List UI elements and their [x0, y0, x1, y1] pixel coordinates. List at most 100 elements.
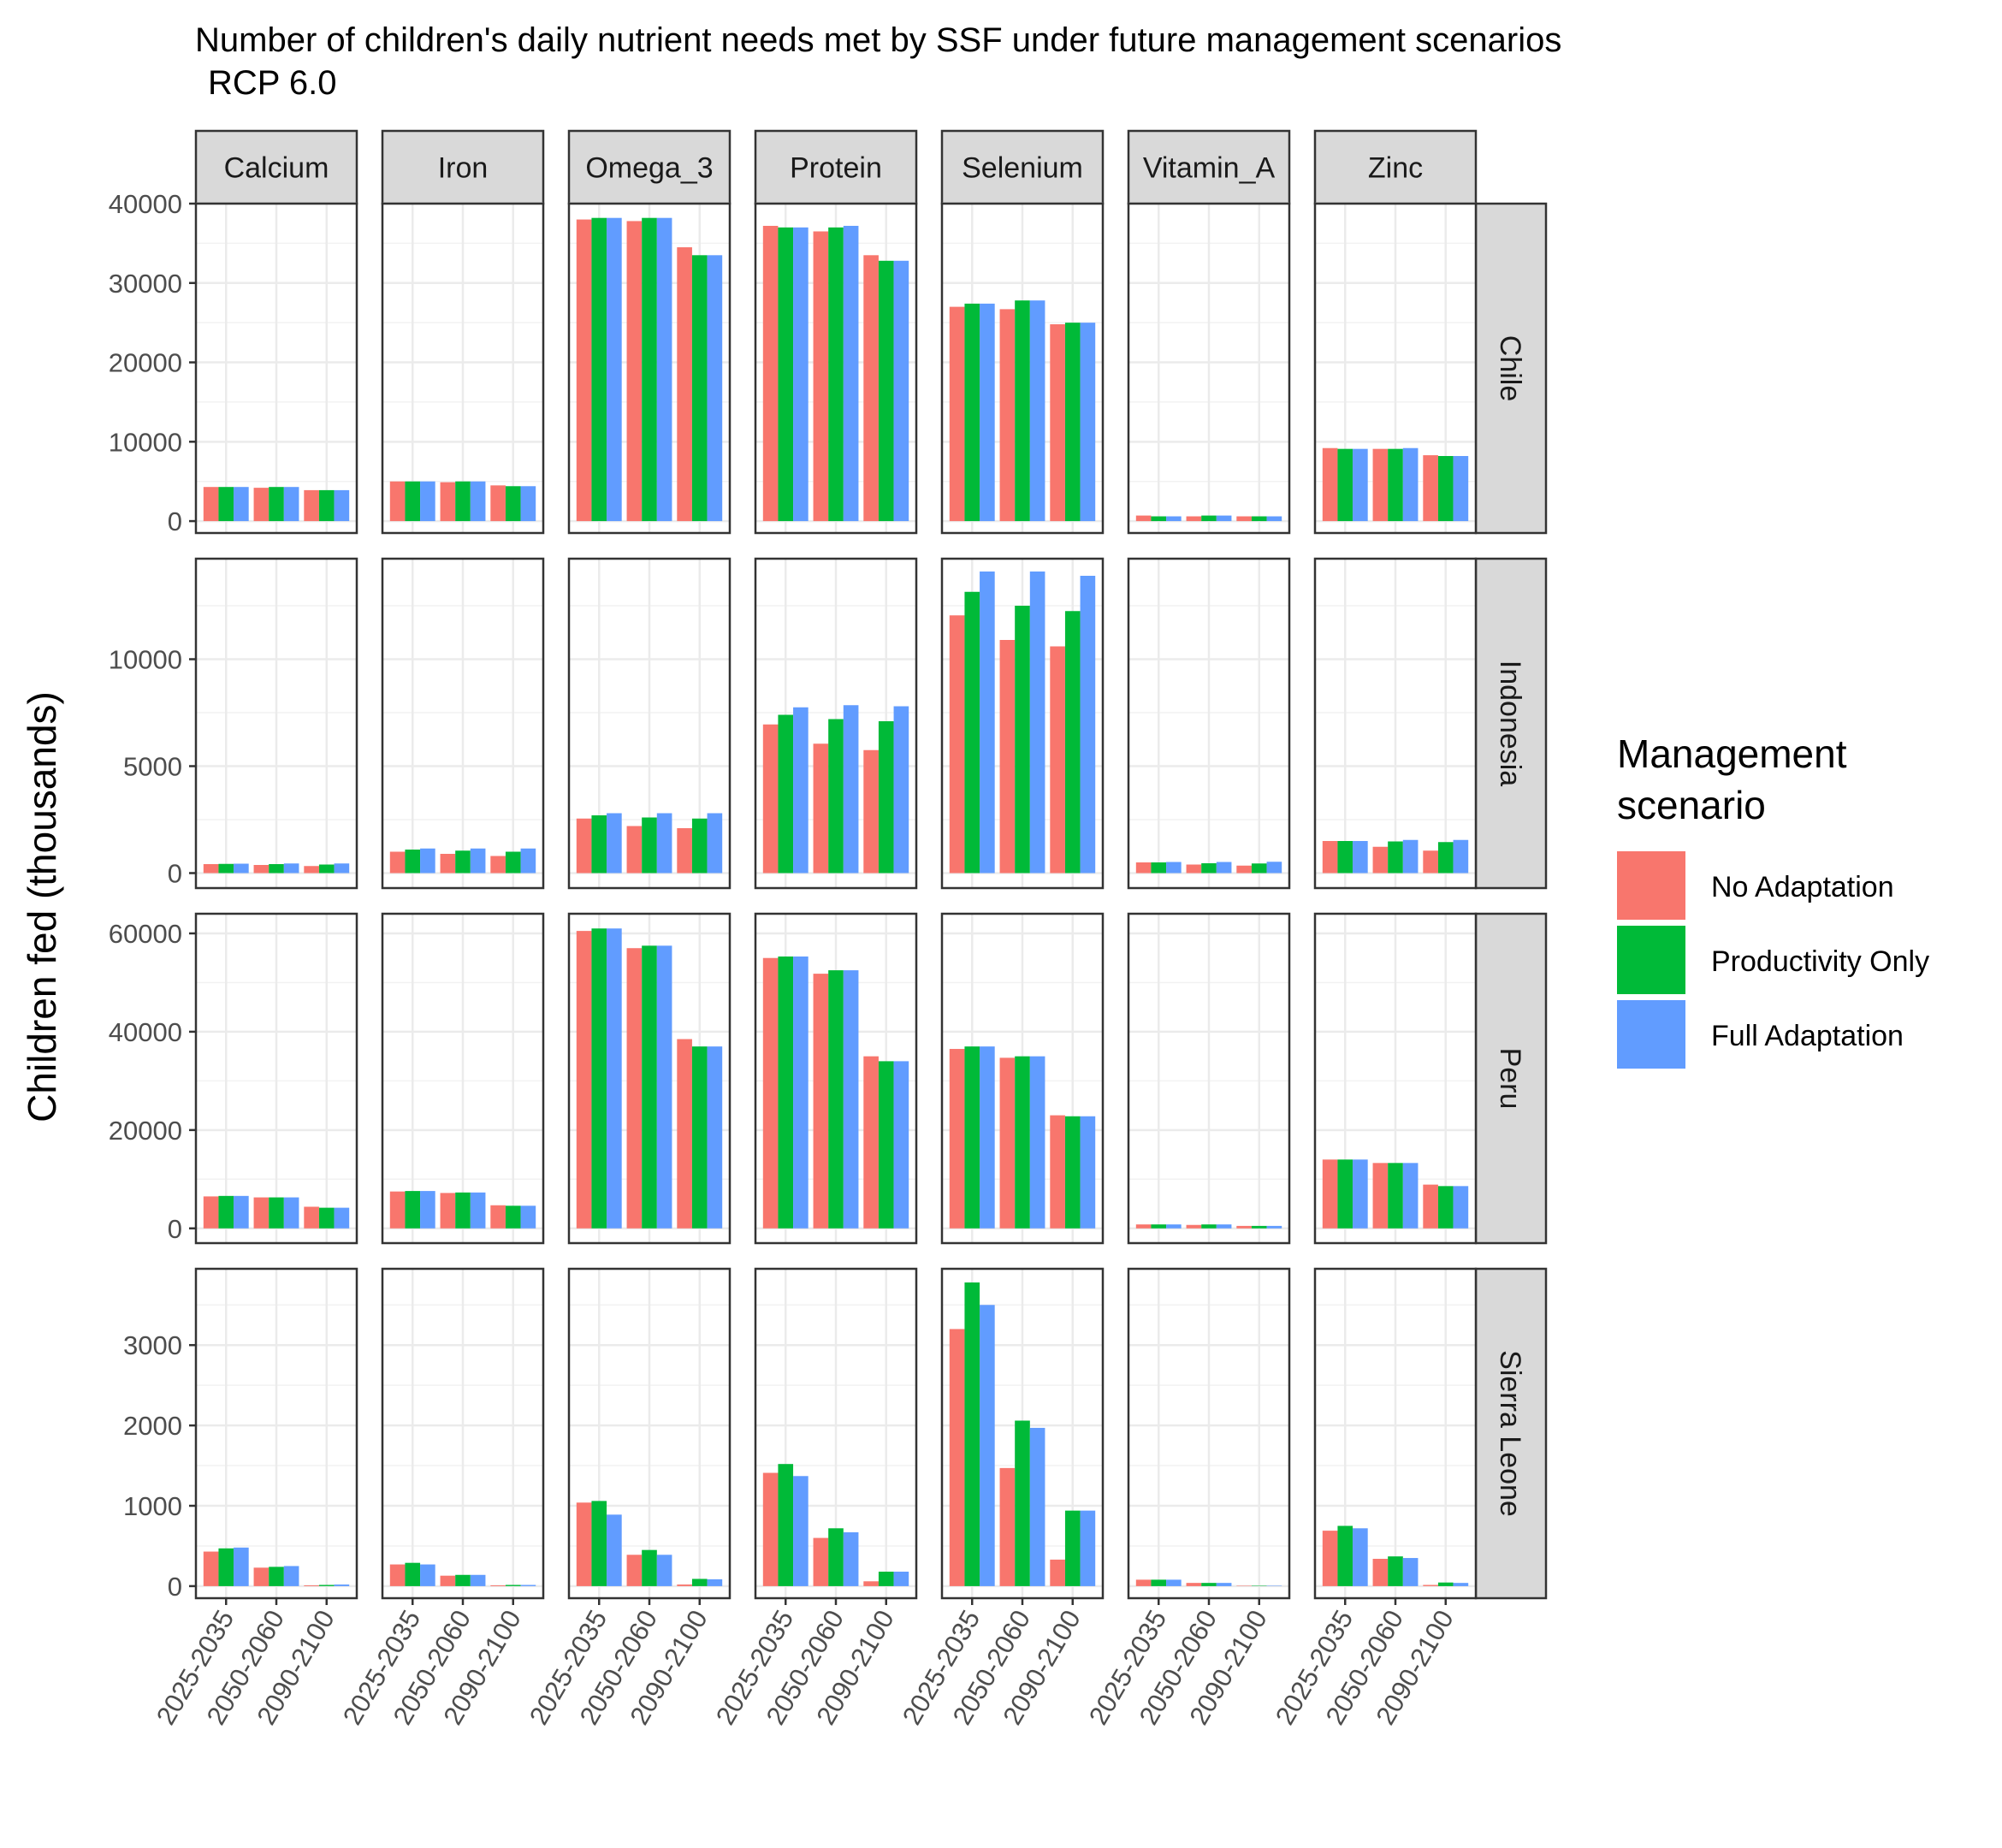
bar-chile-selenium-2025-2035-productivity-only [964, 303, 980, 522]
strip-label-sierra-leone: Sierra Leone [1494, 1350, 1526, 1517]
legend-title-line-1: Management [1617, 732, 1847, 776]
bar-chile-zinc-2090-2100-full-adaptation [1453, 456, 1469, 522]
y-tick-label: 30000 [109, 269, 182, 299]
bar-indonesia-calcium-2090-2100-productivity-only [318, 864, 335, 874]
bar-chile-protein-2090-2100-full-adaptation [893, 260, 909, 522]
bar-chile-protein-2025-2035-productivity-only [778, 227, 794, 522]
bar-indonesia-omega-3-2050-2060-full-adaptation [656, 813, 672, 874]
bar-sierra-leone-protein-2025-2035-no-adaptation [762, 1472, 779, 1586]
legend-key-full-adaptation [1617, 1000, 1685, 1069]
bar-chile-selenium-2090-2100-no-adaptation [1050, 324, 1065, 522]
strip-label-omega-3: Omega_3 [585, 152, 713, 185]
panel-border [381, 557, 545, 890]
panel-sierra-leone-selenium [940, 1267, 1105, 1600]
bar-sierra-leone-selenium-2090-2100-no-adaptation [1050, 1559, 1065, 1586]
panel-peru-zinc [1313, 912, 1478, 1245]
bar-indonesia-selenium-2025-2035-full-adaptation [980, 572, 995, 874]
bar-sierra-leone-protein-2090-2100-productivity-only [878, 1572, 894, 1586]
panel-chile-iron [381, 202, 545, 535]
bar-sierra-leone-selenium-2090-2100-productivity-only [1064, 1510, 1081, 1586]
bar-sierra-leone-calcium-2050-2060-no-adaptation [253, 1567, 270, 1586]
bar-peru-omega-3-2025-2035-full-adaptation [607, 928, 622, 1229]
strip-label-peru: Peru [1494, 1048, 1526, 1110]
legend-label-no-adaptation: No Adaptation [1711, 871, 1894, 903]
strip-vitamin-a [1127, 129, 1291, 205]
bar-indonesia-omega-3-2090-2100-no-adaptation [677, 828, 692, 874]
bar-indonesia-calcium-2025-2035-no-adaptation [203, 864, 219, 874]
y-tick-label: 60000 [109, 919, 182, 949]
bar-indonesia-selenium-2090-2100-no-adaptation [1050, 646, 1065, 874]
bar-peru-vitamin-a-2090-2100-full-adaptation [1266, 1225, 1282, 1229]
bar-sierra-leone-calcium-2090-2100-productivity-only [318, 1584, 335, 1586]
bar-chile-zinc-2050-2060-productivity-only [1388, 448, 1403, 522]
bar-peru-iron-2090-2100-productivity-only [505, 1205, 521, 1229]
strip-peru [1474, 912, 1548, 1245]
legend-label-full-adaptation: Full Adaptation [1711, 1020, 1904, 1052]
y-tick-label: 10000 [109, 427, 182, 457]
bar-chile-iron-2025-2035-full-adaptation [420, 481, 435, 522]
panel-border [567, 912, 732, 1245]
bar-indonesia-selenium-2050-2060-no-adaptation [999, 640, 1016, 874]
bar-indonesia-protein-2090-2100-productivity-only [878, 721, 894, 874]
bar-indonesia-zinc-2050-2060-no-adaptation [1372, 846, 1389, 874]
bar-indonesia-selenium-2025-2035-productivity-only [964, 591, 980, 874]
bar-peru-protein-2050-2060-productivity-only [828, 970, 844, 1229]
bar-chile-iron-2050-2060-no-adaptation [440, 482, 456, 522]
bar-sierra-leone-zinc-2090-2100-no-adaptation [1423, 1584, 1438, 1586]
bar-sierra-leone-iron-2050-2060-no-adaptation [440, 1575, 456, 1586]
bar-chile-calcium-2090-2100-full-adaptation [334, 489, 350, 522]
bar-indonesia-omega-3-2050-2060-no-adaptation [626, 826, 643, 874]
bar-indonesia-protein-2050-2060-productivity-only [828, 719, 844, 874]
bar-peru-zinc-2090-2100-full-adaptation [1453, 1186, 1469, 1229]
bar-peru-omega-3-2025-2035-no-adaptation [576, 931, 592, 1229]
panel-chile-vitamin-a [1127, 202, 1291, 535]
y-tick-label: 1000 [123, 1491, 182, 1521]
bar-sierra-leone-omega-3-2090-2100-full-adaptation [707, 1578, 723, 1586]
bar-indonesia-omega-3-2090-2100-productivity-only [691, 818, 708, 874]
bar-chile-zinc-2025-2035-full-adaptation [1353, 448, 1368, 522]
bar-peru-iron-2025-2035-productivity-only [405, 1191, 421, 1229]
bar-indonesia-omega-3-2025-2035-full-adaptation [607, 813, 622, 874]
bar-sierra-leone-iron-2025-2035-productivity-only [405, 1562, 421, 1586]
bar-indonesia-calcium-2050-2060-productivity-only [269, 864, 284, 874]
bar-indonesia-selenium-2090-2100-full-adaptation [1080, 576, 1096, 874]
bar-sierra-leone-omega-3-2025-2035-productivity-only [591, 1501, 607, 1586]
y-axis-label: Children fed (thousands) [20, 691, 64, 1122]
bar-chile-protein-2090-2100-productivity-only [878, 260, 894, 522]
bar-indonesia-vitamin-a-2050-2060-no-adaptation [1186, 864, 1202, 874]
y-tick-label: 5000 [123, 752, 182, 782]
y-tick-label: 0 [168, 506, 182, 536]
panel-sierra-leone-zinc [1313, 1267, 1478, 1600]
bar-indonesia-iron-2025-2035-productivity-only [405, 850, 421, 874]
bar-peru-protein-2090-2100-no-adaptation [863, 1056, 879, 1229]
bar-sierra-leone-calcium-2025-2035-no-adaptation [203, 1551, 219, 1586]
bar-peru-zinc-2025-2035-no-adaptation [1322, 1159, 1338, 1229]
bar-sierra-leone-zinc-2050-2060-productivity-only [1388, 1556, 1403, 1586]
bar-sierra-leone-omega-3-2090-2100-productivity-only [691, 1578, 708, 1586]
bar-sierra-leone-vitamin-a-2050-2060-full-adaptation [1216, 1583, 1232, 1586]
y-tick-label: 0 [168, 859, 182, 889]
panel-sierra-leone-omega-3 [567, 1267, 732, 1600]
bar-sierra-leone-selenium-2025-2035-full-adaptation [980, 1305, 995, 1586]
bar-sierra-leone-selenium-2050-2060-productivity-only [1015, 1420, 1030, 1586]
bar-chile-vitamin-a-2050-2060-productivity-only [1201, 515, 1217, 522]
panel-indonesia-zinc [1313, 557, 1478, 890]
bar-chile-zinc-2025-2035-productivity-only [1337, 448, 1353, 522]
panel-sierra-leone-calcium [194, 1267, 358, 1600]
bar-peru-selenium-2050-2060-full-adaptation [1029, 1056, 1045, 1229]
bar-sierra-leone-zinc-2090-2100-full-adaptation [1453, 1583, 1469, 1586]
bar-peru-zinc-2025-2035-full-adaptation [1353, 1159, 1368, 1229]
bar-peru-protein-2025-2035-full-adaptation [793, 956, 808, 1229]
bar-sierra-leone-iron-2050-2060-productivity-only [455, 1574, 471, 1586]
panel-chile-zinc [1313, 202, 1478, 535]
panel-border [1313, 912, 1478, 1245]
y-tick-label: 2000 [123, 1411, 182, 1441]
bar-indonesia-protein-2025-2035-productivity-only [778, 714, 794, 874]
bar-peru-omega-3-2090-2100-productivity-only [691, 1046, 708, 1229]
panel-indonesia-selenium [940, 557, 1105, 890]
panel-border [194, 912, 358, 1245]
bar-indonesia-iron-2025-2035-no-adaptation [389, 851, 406, 874]
bar-indonesia-calcium-2090-2100-no-adaptation [304, 866, 319, 874]
bar-indonesia-zinc-2050-2060-productivity-only [1388, 841, 1403, 874]
bar-sierra-leone-calcium-2050-2060-full-adaptation [283, 1566, 299, 1586]
